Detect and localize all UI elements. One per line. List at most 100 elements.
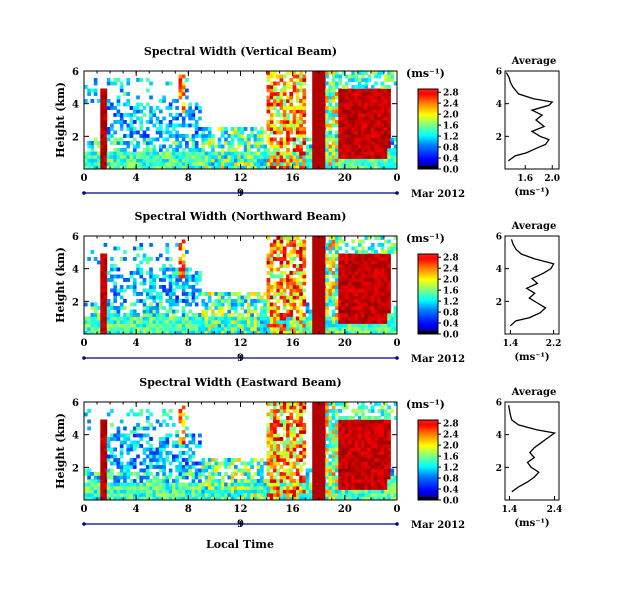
heatmap-cell — [312, 454, 316, 459]
heatmap-cell — [289, 158, 294, 163]
heatmap-cell — [181, 106, 186, 110]
heatmap-cell — [325, 327, 329, 331]
heatmap-cell — [315, 85, 320, 89]
heatmap-cell — [357, 437, 362, 441]
heatmap-cell — [282, 405, 287, 410]
heatmap-cell — [162, 95, 166, 100]
heatmap-cell — [315, 127, 320, 131]
heatmap-cell — [201, 137, 206, 142]
heatmap-cell — [207, 130, 212, 135]
heatmap-cell — [211, 165, 215, 170]
heatmap-cell — [247, 468, 251, 473]
heatmap-cell — [331, 409, 336, 413]
heatmap-cell — [119, 165, 124, 170]
heatmap-cell — [119, 451, 124, 455]
heatmap-cell — [269, 475, 274, 480]
heatmap-cell — [367, 88, 372, 93]
heatmap-cell — [354, 165, 359, 170]
colorbar-tick-label: 0.8 — [443, 144, 459, 154]
heatmap-cell — [188, 165, 192, 170]
heatmap-cell — [286, 493, 290, 497]
heatmap-cell — [374, 134, 378, 138]
heatmap-cell — [152, 454, 157, 459]
heatmap-cell — [237, 127, 241, 131]
heatmap-cell — [266, 102, 271, 107]
heatmap-cell — [338, 264, 342, 268]
heatmap-cell — [90, 472, 95, 476]
heatmap-cell — [302, 479, 307, 483]
heatmap-cell — [269, 482, 274, 487]
heatmap-cell — [354, 257, 359, 261]
heatmap-cell — [331, 264, 336, 268]
heatmap-cell — [344, 123, 349, 128]
heatmap-cell — [269, 246, 274, 251]
heatmap-cell — [100, 260, 104, 265]
heatmap-cell — [315, 250, 320, 254]
heatmap-cell — [243, 493, 248, 497]
heatmap-cell — [322, 134, 326, 138]
heatmap-cell — [279, 405, 284, 410]
heatmap-cell — [328, 316, 333, 321]
heatmap-cell — [302, 260, 307, 265]
heatmap-cell — [103, 134, 108, 138]
heatmap-cell — [116, 292, 121, 296]
heatmap-cell — [139, 475, 144, 480]
heatmap-cell — [97, 479, 101, 483]
heatmap-cell — [315, 306, 320, 310]
heatmap-cell — [129, 141, 134, 145]
heatmap-cell — [380, 257, 385, 261]
heatmap-cell — [318, 472, 323, 476]
heatmap-cell — [328, 288, 333, 293]
heatmap-cell — [158, 295, 163, 300]
heatmap-cell — [243, 141, 248, 145]
heatmap-cell — [299, 81, 303, 86]
heatmap-cell — [90, 162, 95, 166]
heatmap-cell — [84, 489, 88, 494]
heatmap-cell — [237, 316, 241, 321]
heatmap-cell — [266, 330, 271, 335]
heatmap-cell — [211, 489, 215, 494]
heatmap-cell — [282, 461, 287, 466]
heatmap-cell — [338, 320, 342, 324]
heatmap-cell — [318, 306, 323, 310]
heatmap-cell — [354, 264, 359, 268]
heatmap-cell — [145, 155, 150, 159]
heatmap-cell — [341, 306, 346, 310]
heatmap-cell — [286, 489, 290, 494]
heatmap-cell — [188, 320, 192, 324]
heatmap-cell — [286, 295, 290, 300]
heatmap-cell — [103, 482, 108, 487]
heatmap-cell — [341, 253, 346, 258]
heatmap-cell — [263, 144, 267, 149]
heatmap-cell — [178, 165, 183, 170]
heatmap-cell — [162, 165, 166, 170]
heatmap-cell — [172, 271, 176, 275]
heatmap-cell — [322, 405, 326, 410]
heatmap-cell — [162, 116, 166, 121]
heatmap-cell — [367, 416, 372, 420]
heatmap-cell — [318, 461, 323, 466]
heatmap-cell — [142, 489, 147, 494]
heatmap-cell — [126, 461, 131, 466]
heatmap-cell — [178, 320, 183, 324]
heatmap-cell — [276, 316, 281, 321]
heatmap-cell — [113, 454, 117, 459]
heatmap-cell — [214, 468, 219, 473]
heatmap-cell — [116, 486, 121, 490]
heatmap-cell — [318, 137, 323, 142]
heatmap-cell — [289, 253, 294, 258]
heatmap-cell — [315, 288, 320, 293]
heatmap-cell — [276, 155, 281, 159]
heatmap-cell — [178, 437, 183, 441]
heatmap-cell — [338, 137, 342, 142]
heatmap-cell — [357, 281, 362, 286]
heatmap-cell — [201, 158, 206, 163]
heatmap-cell — [322, 106, 326, 110]
heatmap-cell — [315, 475, 320, 480]
heatmap-cell — [370, 405, 375, 410]
heatmap-cell — [325, 433, 329, 438]
heatmap-cell — [129, 113, 134, 117]
heatmap-cell — [93, 306, 98, 310]
heatmap-cell — [361, 327, 365, 331]
heatmap-cell — [172, 292, 176, 296]
